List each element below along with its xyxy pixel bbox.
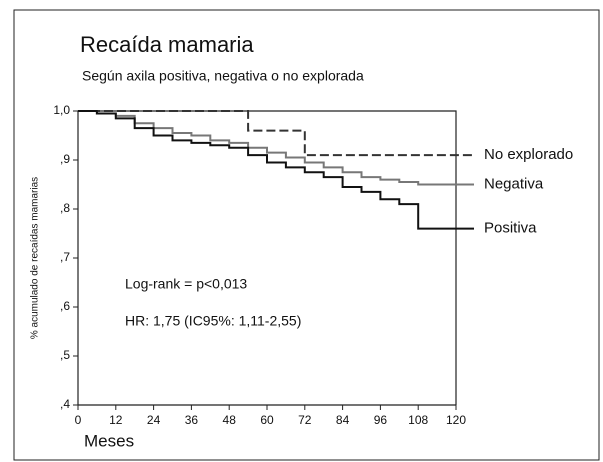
x-tick-label: 0 xyxy=(75,413,82,427)
y-tick-label: 1,0 xyxy=(53,103,70,117)
y-tick-label: ,6 xyxy=(60,299,70,313)
chart-title: Recaída mamaria xyxy=(80,32,254,57)
x-tick-label: 24 xyxy=(147,413,161,427)
y-tick-label: ,8 xyxy=(60,201,70,215)
legend-label: Negativa xyxy=(484,175,544,192)
x-tick-label: 12 xyxy=(109,413,123,427)
x-tick-label: 108 xyxy=(408,413,428,427)
y-tick-label: ,9 xyxy=(60,152,70,166)
x-tick-label: 84 xyxy=(336,413,350,427)
x-tick-label: 96 xyxy=(374,413,388,427)
survival-line xyxy=(78,110,474,157)
legend-label: Positiva xyxy=(484,220,537,237)
survival-line xyxy=(78,110,474,230)
x-tick-label: 48 xyxy=(223,413,237,427)
x-tick-label: 72 xyxy=(298,413,312,427)
annotation: Log-rank = p<0,013 xyxy=(125,276,247,292)
y-tick-label: ,4 xyxy=(60,397,70,411)
x-tick-label: 60 xyxy=(260,413,274,427)
y-tick-label: ,7 xyxy=(60,250,70,264)
y-tick-label: ,5 xyxy=(60,348,70,362)
annotation: HR: 1,75 (IC95%: 1,11-2,55) xyxy=(125,313,301,329)
frame xyxy=(13,9,600,461)
x-tick-label: 36 xyxy=(185,413,199,427)
survival-line xyxy=(78,110,474,186)
legend-label: No explorado xyxy=(484,146,573,163)
y-axis-label: % acumulado de recaídas mamarias xyxy=(30,177,41,339)
chart-subtitle: Según axila positiva, negativa o no expl… xyxy=(82,68,364,84)
x-axis-label: Meses xyxy=(84,431,134,450)
x-tick-label: 120 xyxy=(446,413,466,427)
